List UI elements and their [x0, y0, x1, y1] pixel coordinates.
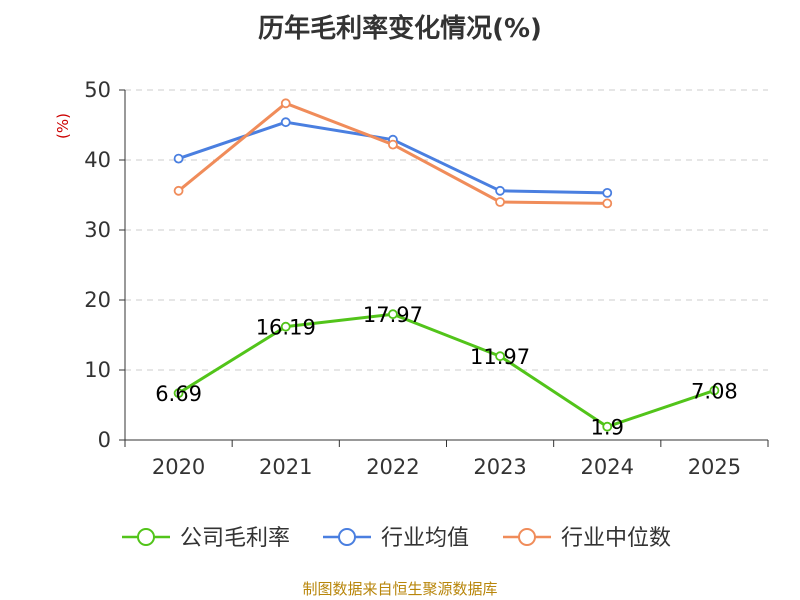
data-label: 16.19 — [256, 316, 316, 340]
chart-title: 历年毛利率变化情况(%) — [258, 14, 542, 44]
data-point — [280, 321, 291, 332]
legend-label: 行业中位数 — [561, 526, 671, 551]
series-line — [177, 101, 608, 205]
series-line — [177, 312, 715, 429]
data-point — [388, 139, 398, 150]
gridlines — [125, 89, 768, 371]
series-line — [178, 120, 608, 195]
y-axis-unit-label: (%) — [54, 113, 72, 139]
axes: 0 10 20 30 40 50 2020 2021 2022 2023 2024 2025 — [84, 78, 769, 479]
x-tick-label: 2022 — [366, 455, 419, 479]
y-tick-label: 50 — [84, 78, 111, 102]
data-point — [173, 153, 184, 164]
legend-label: 行业均值 — [381, 526, 469, 551]
data-label: 1.9 — [591, 416, 624, 440]
data-point — [495, 185, 505, 196]
data-point — [602, 198, 613, 209]
data-point — [602, 187, 613, 198]
data-point — [280, 117, 291, 128]
source-note: 制图数据来自恒生聚源数据库 — [302, 580, 498, 598]
x-tick-label: 2023 — [473, 455, 526, 479]
data-labels: 6.69 16.19 17.97 11.97 1.9 7.08 — [155, 303, 738, 439]
y-tick-label: 40 — [84, 148, 111, 172]
series — [173, 98, 720, 432]
y-tick-label: 20 — [84, 288, 111, 312]
x-tick-label: 2025 — [688, 455, 741, 479]
legend-marker — [338, 528, 356, 546]
x-tick-label: 2024 — [581, 455, 634, 479]
x-tick-label: 2021 — [259, 455, 312, 479]
data-label: 11.97 — [470, 345, 530, 369]
data-label: 7.08 — [691, 379, 738, 403]
data-point — [709, 385, 720, 396]
data-point — [173, 185, 184, 196]
legend-label: 公司毛利率 — [180, 526, 290, 551]
legend-marker — [137, 528, 155, 546]
data-label: 6.69 — [155, 382, 202, 406]
y-tick-label: 30 — [84, 218, 111, 242]
x-tick-label: 2020 — [152, 455, 205, 479]
data-point — [495, 351, 505, 362]
y-tick-label: 0 — [98, 428, 111, 452]
legend[interactable]: 公司毛利率 行业均值 行业中位数 — [122, 526, 671, 551]
y-tick-label: 10 — [84, 358, 111, 382]
data-point — [602, 421, 613, 432]
legend-marker — [518, 528, 536, 546]
data-point — [173, 388, 184, 399]
data-point — [280, 98, 291, 109]
data-point — [388, 309, 398, 320]
data-point — [495, 197, 505, 207]
data-label: 17.97 — [363, 303, 423, 327]
